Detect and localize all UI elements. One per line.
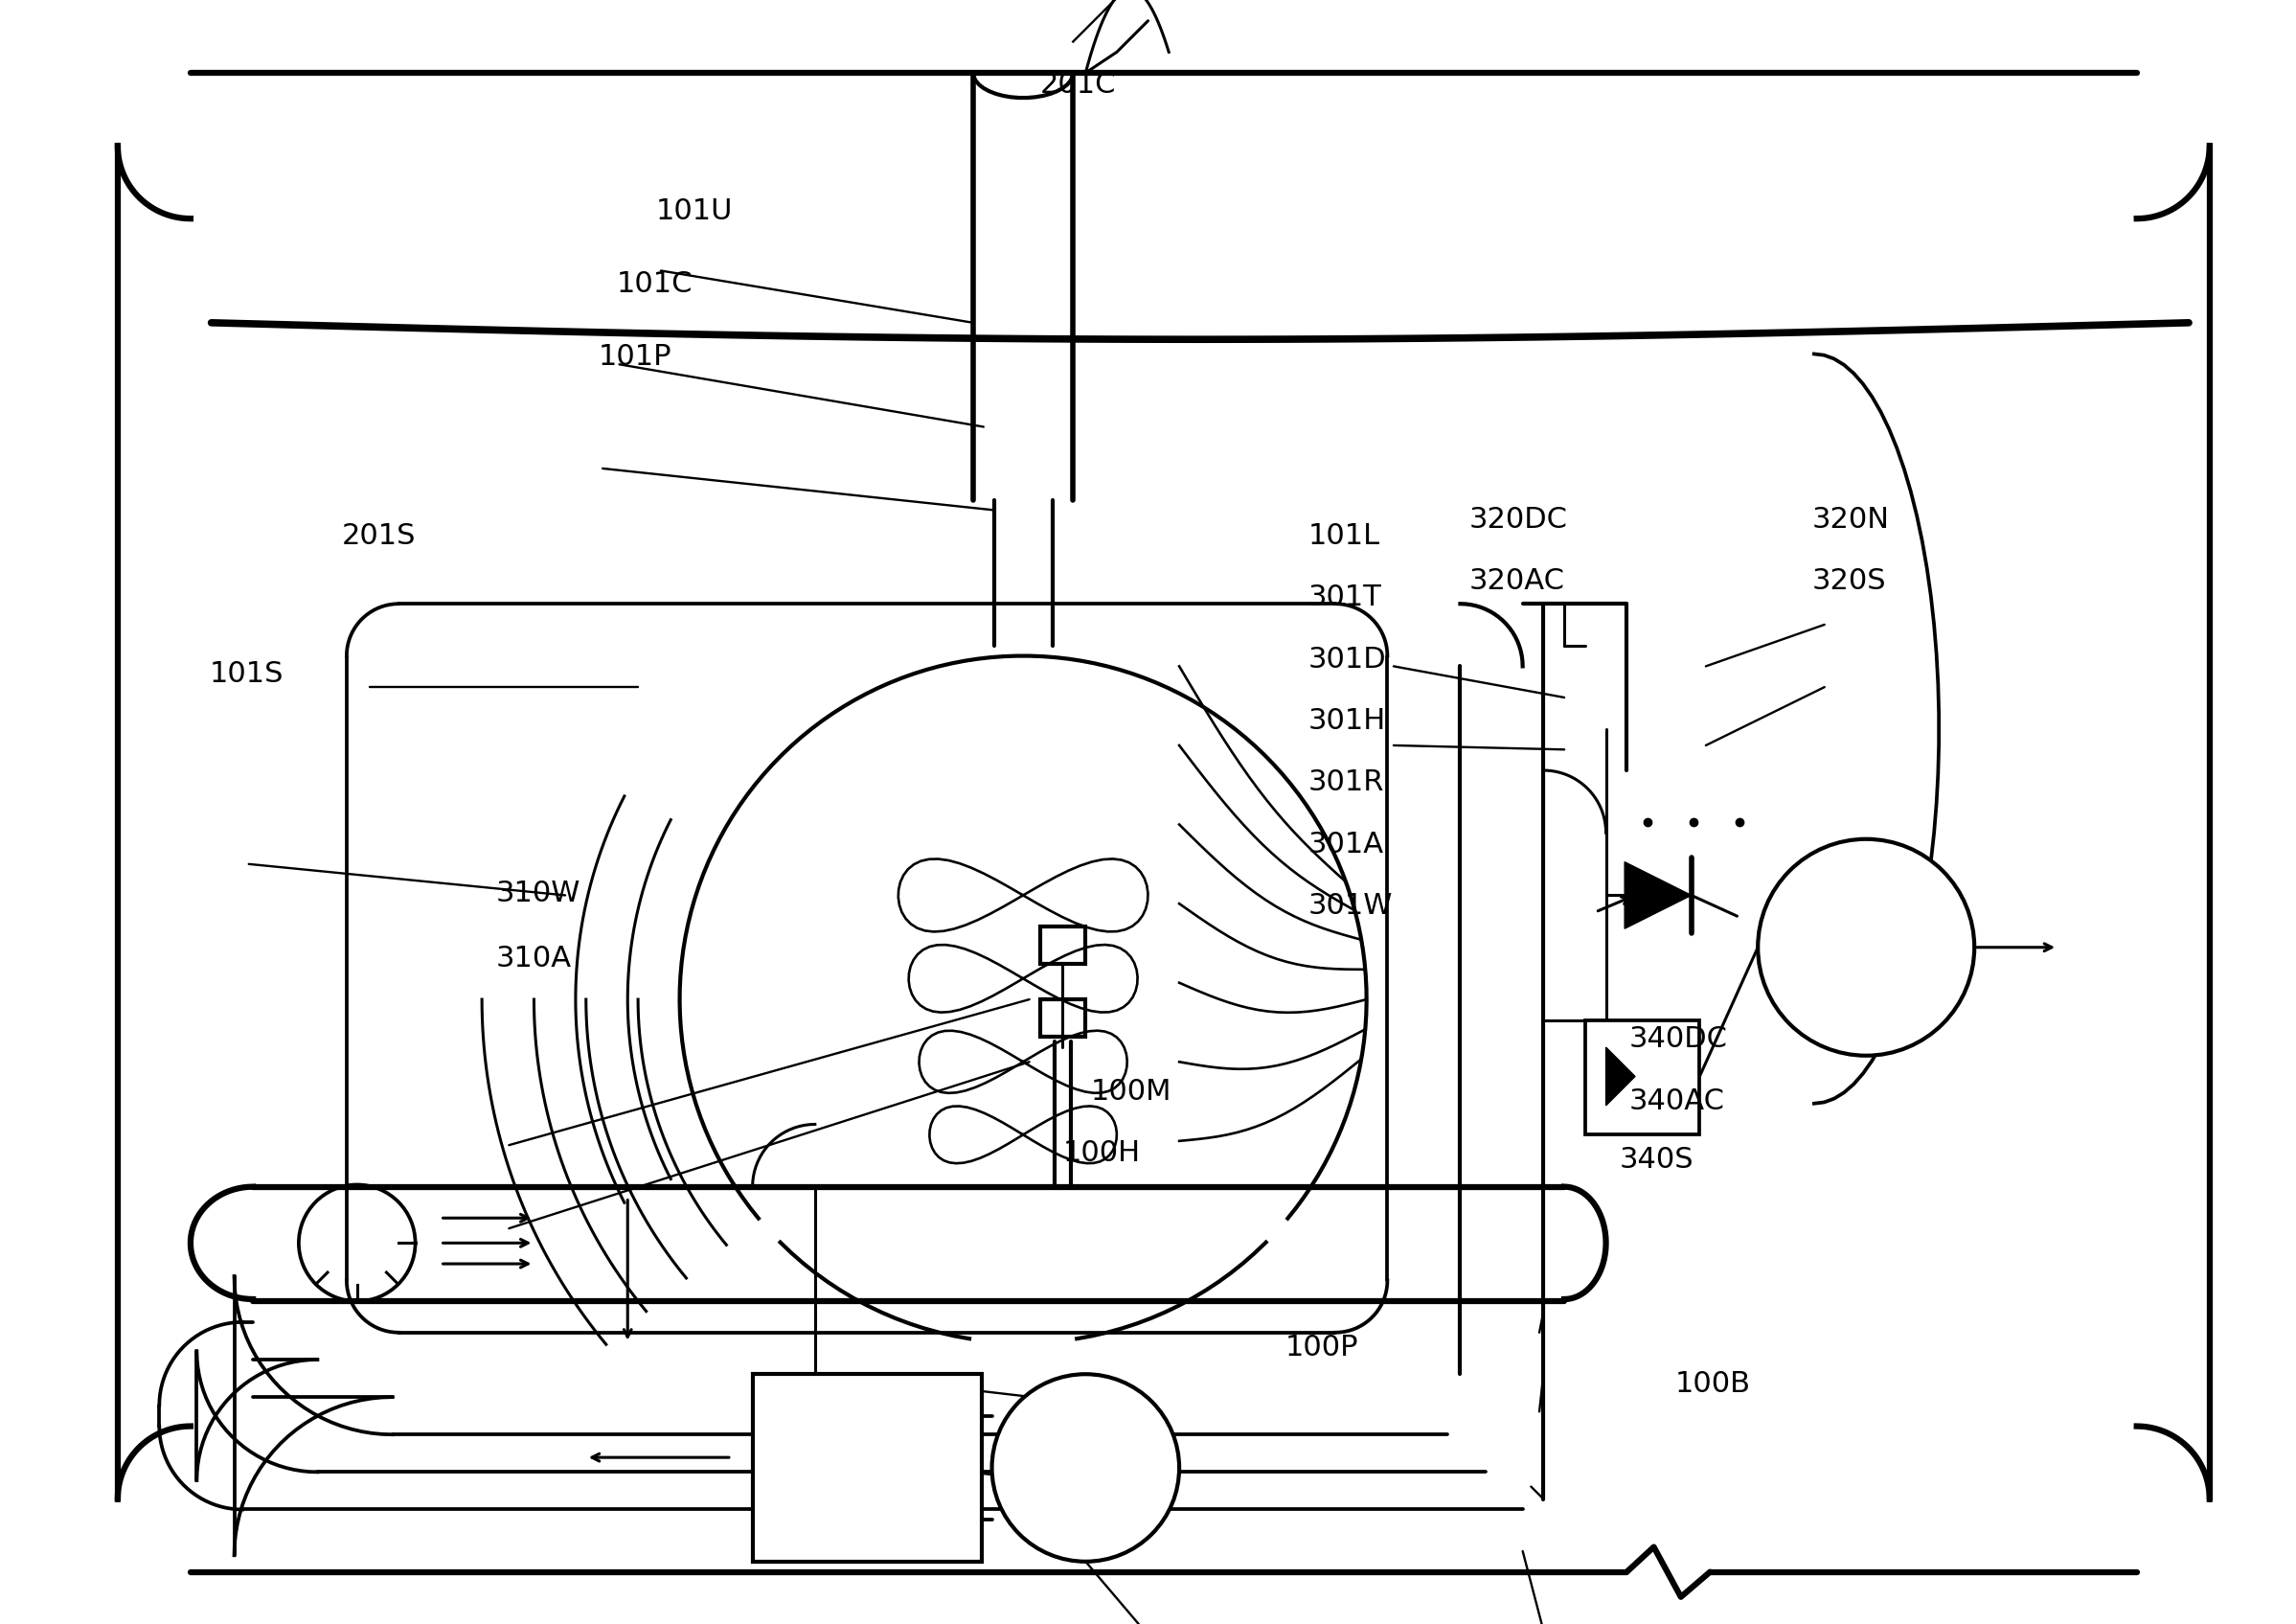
Text: 101P: 101P [599, 343, 673, 372]
Text: 320DC: 320DC [1469, 505, 1568, 534]
Text: 201C: 201C [1040, 70, 1116, 99]
Text: 310A: 310A [496, 944, 572, 973]
Text: 301R: 301R [1309, 768, 1384, 797]
Text: 101C: 101C [618, 270, 693, 299]
Bar [1040, 999, 1086, 1036]
Text: 320S: 320S [1812, 567, 1887, 596]
Bar [1040, 927, 1086, 965]
Text: 100M: 100M [1091, 1077, 1171, 1106]
Text: 301H: 301H [1309, 706, 1387, 736]
Bar [1584, 1020, 1699, 1135]
Text: 301W: 301W [1309, 892, 1394, 921]
Bar [753, 1374, 980, 1562]
Text: 301A: 301A [1309, 830, 1384, 859]
Text: 101S: 101S [209, 659, 282, 689]
Text: 340S: 340S [1619, 1145, 1694, 1174]
Text: 100H: 100H [1063, 1138, 1141, 1168]
Bar [1644, 1056, 1681, 1098]
Text: 100B: 100B [1674, 1369, 1750, 1398]
Circle shape [992, 1374, 1180, 1562]
Text: 340DC: 340DC [1628, 1025, 1727, 1054]
Text: 301T: 301T [1309, 583, 1382, 612]
Text: 301D: 301D [1309, 645, 1387, 674]
Text: 101L: 101L [1309, 521, 1380, 551]
Text: 310W: 310W [496, 879, 581, 908]
Text: 320AC: 320AC [1469, 567, 1564, 596]
Text: 101U: 101U [657, 197, 732, 226]
Text: 201S: 201S [342, 521, 416, 551]
Polygon shape [1626, 862, 1692, 929]
Polygon shape [1605, 1047, 1635, 1106]
Circle shape [1759, 840, 1975, 1056]
Text: 100P: 100P [1286, 1333, 1359, 1363]
Text: 340AC: 340AC [1628, 1086, 1724, 1116]
Text: 320N: 320N [1812, 505, 1890, 534]
